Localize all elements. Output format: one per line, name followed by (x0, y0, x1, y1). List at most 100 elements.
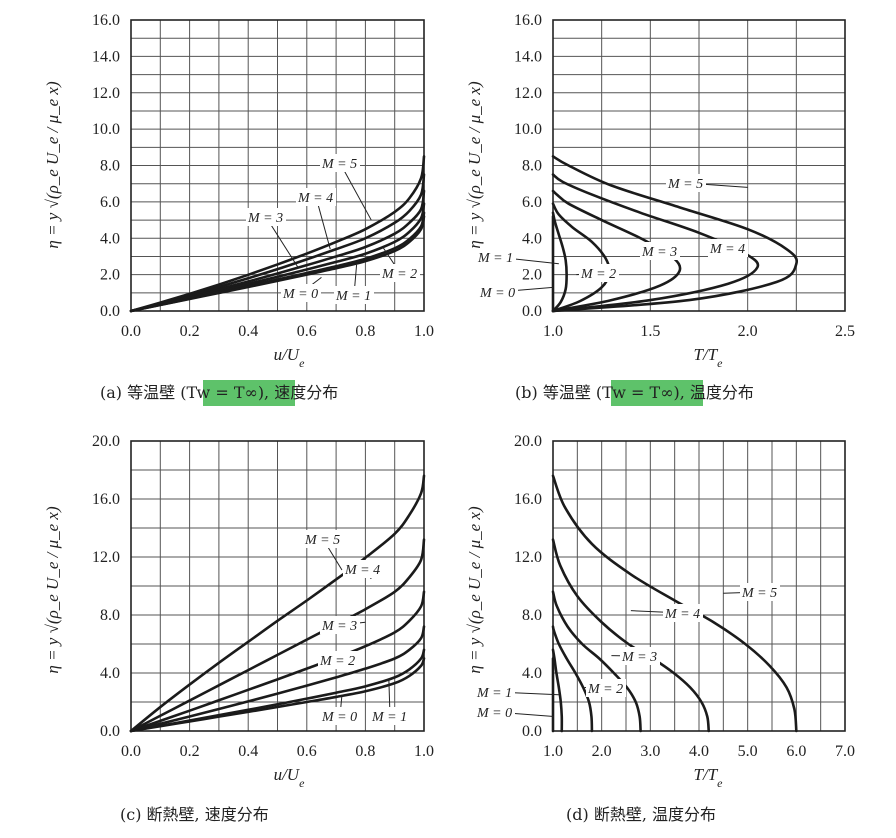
series-label: M = 0 (479, 286, 515, 301)
label-bg (476, 248, 516, 266)
x-tick-label: 0.6 (297, 743, 317, 760)
label-bg (320, 154, 360, 172)
label-bg (579, 264, 619, 282)
plot-frame (130, 440, 425, 732)
x-tick-label: 3.0 (640, 743, 660, 760)
x-axis-label: T/Te (694, 345, 724, 370)
series-label: M = 3 (321, 619, 357, 634)
x-tick-label: 1.0 (543, 323, 563, 340)
y-tick-label: 4.0 (522, 665, 542, 682)
chart-panel-d: 1.0 2.0 3.0 4.0 5.0 6.0 7.0 0.0 4.0 8.0 12.0 16.0 20… (465, 433, 855, 824)
x-tick-label: 7.0 (835, 743, 855, 760)
x-tick-label: 0.2 (180, 323, 200, 340)
y-tick-label: 8.0 (522, 607, 542, 624)
label-bg (320, 616, 360, 634)
series-label: M = 0 (476, 706, 512, 721)
y-tick-label: 0.0 (522, 303, 542, 320)
y-tick-label: 16.0 (514, 12, 542, 29)
label-bg (318, 651, 358, 669)
series-label: M = 5 (304, 533, 340, 548)
y-axis-label: η = y √(ρ_e U_e / μ_e x) (465, 81, 484, 249)
series-line-b-m2 (551, 202, 611, 313)
chart-panel-b: 1.0 1.5 2.0 2.5 0.0 2.0 4.0 6.0 8.0 10.0 12.0 14.0 1… (465, 12, 855, 402)
label-bg (640, 242, 680, 260)
y-tick-label: 20.0 (92, 433, 120, 450)
label-bg (370, 707, 410, 725)
x-tick-label: 0.0 (121, 743, 141, 760)
x-axis-label: u/Ue (274, 765, 306, 790)
label-bg (620, 647, 660, 665)
y-tick-label: 12.0 (92, 85, 120, 102)
x-tick-label: 0.4 (238, 743, 258, 760)
x-tick-label: 2.0 (738, 323, 758, 340)
series-label: M = 1 (477, 251, 513, 266)
series-label: M = 5 (321, 157, 357, 172)
x-tick-label: 2.0 (592, 743, 612, 760)
y-tick-label: 12.0 (514, 85, 542, 102)
y-tick-label: 10.0 (92, 121, 120, 138)
x-tick-label: 2.5 (835, 323, 855, 340)
series-label: M = 2 (580, 267, 616, 282)
label-bg (343, 560, 383, 578)
series-line-b-m1 (551, 211, 568, 313)
x-tick-label: 1.0 (414, 743, 434, 760)
series-label: M = 3 (247, 211, 283, 226)
panel-caption: (d) 断熱壁, 温度分布 (566, 805, 716, 824)
series-label: M = 3 (641, 245, 677, 260)
label-bg (663, 604, 703, 622)
y-axis-label: η = y √(ρ_e U_e / μ_e x) (465, 506, 484, 674)
label-bg (740, 583, 780, 601)
x-tick-label: 6.0 (786, 743, 806, 760)
y-tick-label: 0.0 (522, 723, 542, 740)
x-tick-label: 0.2 (180, 743, 200, 760)
series-label: M = 2 (587, 682, 623, 697)
label-bg (666, 174, 706, 192)
label-bg (320, 707, 360, 725)
series-line-c-m1 (129, 648, 426, 733)
series-line-d-m3 (551, 590, 642, 733)
series-label: M = 4 (297, 191, 333, 206)
x-tick-label: 1.0 (414, 323, 434, 340)
y-tick-label: 0.0 (100, 723, 120, 740)
panel-caption: (c) 断熱壁, 速度分布 (120, 805, 269, 824)
caption-highlight-a (203, 380, 295, 406)
label-bg (246, 208, 286, 226)
series-label: M = 5 (741, 586, 777, 601)
series-line-a-m3 (129, 189, 426, 313)
plot-frame (552, 19, 846, 312)
x-tick-label: 4.0 (689, 743, 709, 760)
series-line-c-m3 (129, 590, 426, 733)
series-label: M = 0 (282, 287, 318, 302)
label-bg (586, 679, 626, 697)
y-tick-label: 16.0 (92, 12, 120, 29)
label-bg (708, 239, 748, 257)
x-tick-label: 0.4 (238, 323, 258, 340)
x-tick-label: 0.0 (121, 323, 141, 340)
y-tick-label: 4.0 (100, 230, 120, 247)
panel-caption: (b) 等温壁 (Tw = T∞), 温度分布 (515, 383, 754, 402)
series-label: M = 4 (664, 607, 700, 622)
series-line-a-m5 (129, 155, 426, 313)
label-bg (281, 284, 321, 302)
series-line-a-m4 (129, 173, 426, 313)
label-bg (475, 683, 515, 701)
series-line-c-m5 (129, 474, 426, 733)
y-tick-label: 2.0 (100, 267, 120, 284)
x-tick-label: 1.0 (543, 743, 563, 760)
x-axis-label: u/Ue (274, 345, 306, 370)
y-tick-label: 8.0 (522, 158, 542, 175)
x-tick-label: 5.0 (738, 743, 758, 760)
label-bg (303, 530, 343, 548)
plot-frame (552, 440, 846, 732)
y-tick-label: 6.0 (100, 194, 120, 211)
panel-caption: (a) 等温壁 (Tw = T∞), 速度分布 (100, 383, 338, 402)
series-line-c-m4 (129, 538, 426, 733)
chart-panel-c: 0.0 0.2 0.4 0.6 0.8 1.0 0.0 4.0 8.0 12.0 16.0 20.0 u… (43, 433, 434, 824)
x-tick-label: 0.8 (355, 743, 375, 760)
y-tick-label: 4.0 (522, 230, 542, 247)
y-tick-label: 8.0 (100, 158, 120, 175)
y-tick-label: 8.0 (100, 607, 120, 624)
chart-panel-a: 0.0 0.2 0.4 0.6 0.8 1.0 0.0 2.0 4.0 6.0 8.0 10.0 12.… (43, 12, 434, 402)
y-tick-label: 2.0 (522, 267, 542, 284)
